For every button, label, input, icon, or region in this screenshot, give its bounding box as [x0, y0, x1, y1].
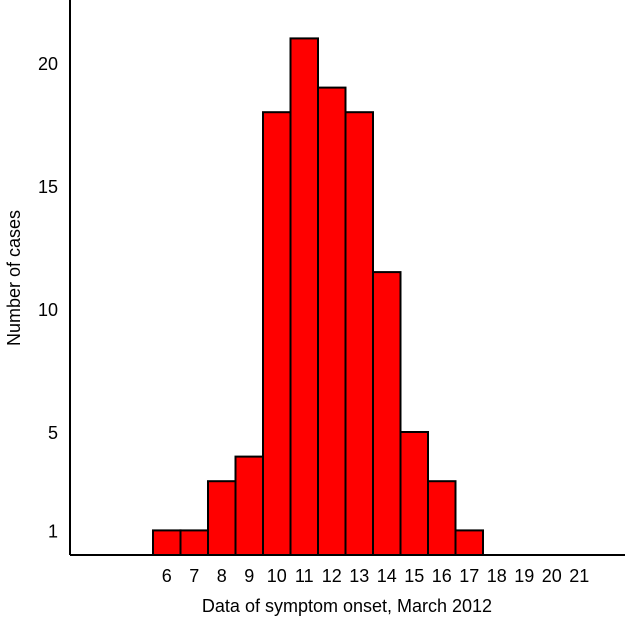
y-tick-label-20: 20	[38, 54, 58, 74]
x-tick-label-17: 17	[459, 566, 479, 586]
x-tick-label-21: 21	[569, 566, 589, 586]
axes-group	[69, 0, 625, 556]
x-tick-label-16: 16	[432, 566, 452, 586]
bar-day-14	[372, 271, 402, 556]
x-tick-label-18: 18	[487, 566, 507, 586]
x-tick-label-8: 8	[217, 566, 227, 586]
bar-day-7	[179, 529, 209, 557]
bar-day-10	[262, 111, 292, 556]
y-tick-label-5: 5	[48, 423, 58, 443]
x-tick-label-10: 10	[267, 566, 287, 586]
bars-group	[152, 37, 484, 557]
x-tick-label-14: 14	[377, 566, 397, 586]
bar-day-13	[344, 111, 374, 556]
y-axis-label: Number of cases	[4, 210, 24, 346]
x-tick-label-12: 12	[322, 566, 342, 586]
bar-day-12	[317, 86, 347, 556]
x-tick-label-15: 15	[404, 566, 424, 586]
bar-day-6	[152, 529, 182, 557]
bar-day-9	[234, 455, 264, 557]
x-tick-label-9: 9	[244, 566, 254, 586]
x-tick-label-6: 6	[162, 566, 172, 586]
x-tick-label-19: 19	[514, 566, 534, 586]
y-tick-label-10: 10	[38, 300, 58, 320]
x-tick-label-13: 13	[349, 566, 369, 586]
x-axis-label: Data of symptom onset, March 2012	[202, 596, 492, 616]
x-tick-labels: 6 7 8 9 10 11 12 13 14 15 16 17 18 19 20 21	[162, 566, 590, 586]
y-tick-label-1: 1	[48, 521, 58, 541]
x-tick-label-11: 11	[295, 566, 314, 586]
x-tick-label-20: 20	[542, 566, 562, 586]
bar-day-16	[427, 480, 457, 557]
bar-day-15	[399, 431, 429, 556]
x-tick-label-7: 7	[189, 566, 199, 586]
bar-day-11	[289, 37, 319, 556]
bar-day-17	[454, 529, 484, 557]
y-tick-label-15: 15	[38, 177, 58, 197]
bar-day-8	[207, 480, 237, 557]
